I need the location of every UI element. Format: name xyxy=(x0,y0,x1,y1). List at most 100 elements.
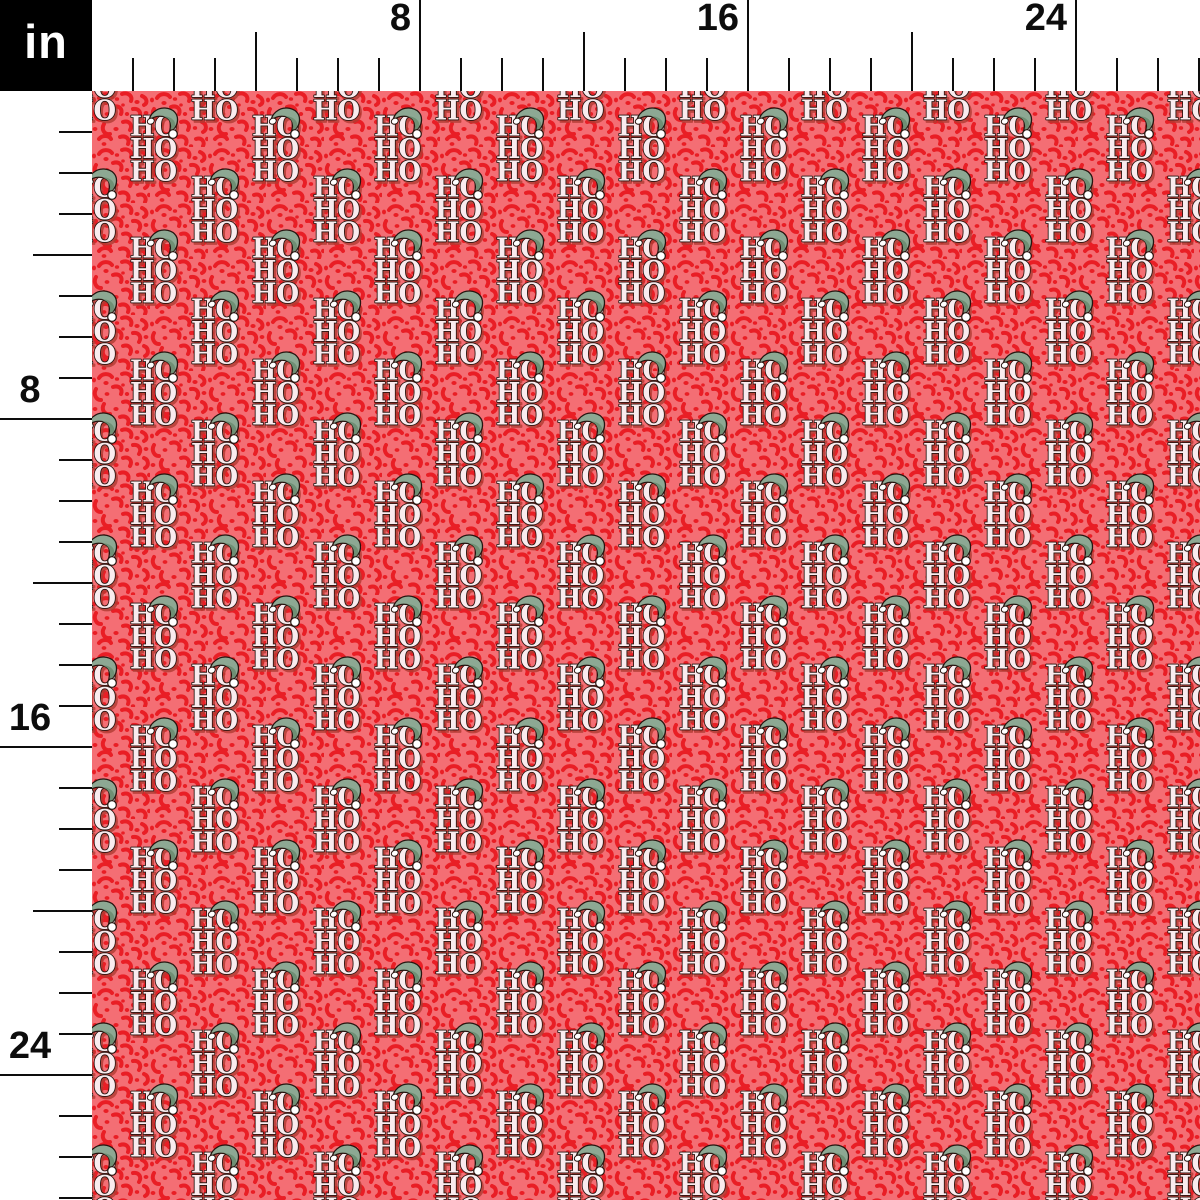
ruler-tick xyxy=(501,58,503,91)
ho-ho-ho-motif xyxy=(739,595,791,679)
ho-ho-ho-motif xyxy=(922,1022,974,1106)
ho-ho-ho-motif xyxy=(495,473,547,557)
ho-ho-ho-motif xyxy=(495,107,547,192)
ho-ho-ho-motif xyxy=(92,656,120,740)
ho-ho-ho-motif xyxy=(983,229,1035,314)
ho-ho-ho-motif xyxy=(1166,168,1200,253)
ho-ho-ho-motif xyxy=(739,351,791,436)
ho-ho-ho-motif xyxy=(251,473,303,557)
ho-ho-ho-motif xyxy=(251,107,303,192)
ho-ho-ho-motif xyxy=(1166,412,1200,497)
ho-ho-ho-motif xyxy=(678,290,730,375)
ho-ho-ho-motif xyxy=(556,168,608,253)
ruler-tick xyxy=(33,910,92,912)
ho-ho-ho-motif xyxy=(373,1083,425,1167)
ho-ho-ho-motif xyxy=(434,778,486,862)
ho-ho-ho-motif xyxy=(983,595,1035,679)
ruler-label-top-24: 24 xyxy=(1024,0,1067,39)
ruler-tick xyxy=(214,58,216,91)
ho-ho-ho-motif xyxy=(983,839,1035,923)
ho-ho-ho-motif xyxy=(922,900,974,984)
ruler-tick xyxy=(59,500,92,502)
ruler-tick xyxy=(59,705,92,707)
ho-ho-ho-motif xyxy=(312,290,364,375)
ho-ho-ho-motif xyxy=(922,778,974,862)
ho-ho-ho-motif xyxy=(434,91,486,131)
ruler-label-top-16: 16 xyxy=(696,0,739,39)
ho-ho-ho-motif xyxy=(556,290,608,375)
ho-ho-ho-motif xyxy=(190,1144,242,1200)
fabric-preview: HO HO HO HO HO HO xyxy=(92,91,1200,1200)
ruler-tick xyxy=(542,58,544,91)
ho-ho-ho-motif xyxy=(251,717,303,801)
ho-ho-ho-motif xyxy=(1105,229,1157,314)
ho-ho-ho-motif xyxy=(983,107,1035,192)
ho-ho-ho-motif xyxy=(556,778,608,862)
ho-ho-ho-motif xyxy=(922,1144,974,1200)
ruler-tick xyxy=(59,869,92,871)
ruler-label-left-24: 24 xyxy=(8,1025,52,1067)
ho-ho-ho-motif xyxy=(434,1144,486,1200)
ho-ho-ho-motif xyxy=(800,656,852,740)
ho-ho-ho-motif xyxy=(678,168,730,253)
ruler-tick xyxy=(59,377,92,379)
ho-ho-ho-motif xyxy=(739,107,791,192)
ho-ho-ho-motif xyxy=(129,351,181,436)
ruler-tick xyxy=(59,541,92,543)
ho-ho-ho-motif xyxy=(800,534,852,618)
ho-ho-ho-motif xyxy=(434,412,486,497)
ruler-top: 8 16 24 xyxy=(92,0,1200,91)
ho-ho-ho-motif xyxy=(129,473,181,557)
ruler-tick xyxy=(59,1197,92,1199)
ho-ho-ho-motif xyxy=(495,351,547,436)
ho-ho-ho-motif xyxy=(190,412,242,497)
ho-ho-ho-motif xyxy=(556,1144,608,1200)
ruler-tick xyxy=(59,1033,92,1035)
ho-ho-ho-motif xyxy=(861,473,913,557)
ho-ho-ho-motif xyxy=(922,91,974,131)
ho-ho-ho-motif xyxy=(92,168,120,253)
ho-ho-ho-motif xyxy=(800,1022,852,1106)
ho-ho-ho-motif xyxy=(556,656,608,740)
ho-ho-ho-motif xyxy=(556,1022,608,1106)
ho-ho-ho-motif xyxy=(373,351,425,436)
ho-ho-ho-motif xyxy=(92,290,120,375)
ho-ho-ho-motif xyxy=(983,351,1035,436)
ho-ho-ho-motif xyxy=(800,412,852,497)
ho-ho-ho-motif xyxy=(190,91,242,131)
ho-ho-ho-motif xyxy=(434,168,486,253)
ruler-tick xyxy=(59,828,92,830)
ho-ho-ho-motif xyxy=(129,1083,181,1167)
ho-ho-ho-motif xyxy=(1166,1022,1200,1106)
ho-ho-ho-motif xyxy=(190,290,242,375)
ho-ho-ho-motif xyxy=(190,168,242,253)
ho-ho-ho-motif xyxy=(251,839,303,923)
ho-ho-ho-motif xyxy=(312,656,364,740)
ho-ho-ho-motif xyxy=(861,961,913,1045)
ruler-tick xyxy=(296,58,298,91)
ho-ho-ho-motif xyxy=(556,900,608,984)
ruler-tick xyxy=(59,623,92,625)
ho-ho-ho-motif xyxy=(312,412,364,497)
ruler-tick xyxy=(1157,58,1159,91)
unit-box: in xyxy=(0,0,92,91)
ho-ho-ho-motif xyxy=(617,1083,669,1167)
ho-ho-ho-motif xyxy=(1166,900,1200,984)
ho-ho-ho-motif xyxy=(495,961,547,1045)
ho-ho-ho-motif xyxy=(92,1144,120,1200)
ho-ho-ho-motif xyxy=(1105,1083,1157,1167)
ruler-tick xyxy=(33,254,92,256)
ho-ho-ho-motif xyxy=(1105,717,1157,801)
ruler-label-top-8: 8 xyxy=(389,0,411,39)
ruler-tick xyxy=(460,58,462,91)
ho-ho-ho-motif xyxy=(434,656,486,740)
ruler-tick xyxy=(59,992,92,994)
ho-ho-ho-motif xyxy=(129,717,181,801)
ruler-tick xyxy=(33,582,92,584)
ho-ho-ho-motif xyxy=(678,778,730,862)
ho-ho-ho-motif xyxy=(373,717,425,801)
ho-ho-ho-motif xyxy=(1105,961,1157,1045)
ho-ho-ho-motif xyxy=(1166,778,1200,862)
ho-ho-ho-motif xyxy=(251,1083,303,1167)
ruler-tick xyxy=(59,664,92,666)
